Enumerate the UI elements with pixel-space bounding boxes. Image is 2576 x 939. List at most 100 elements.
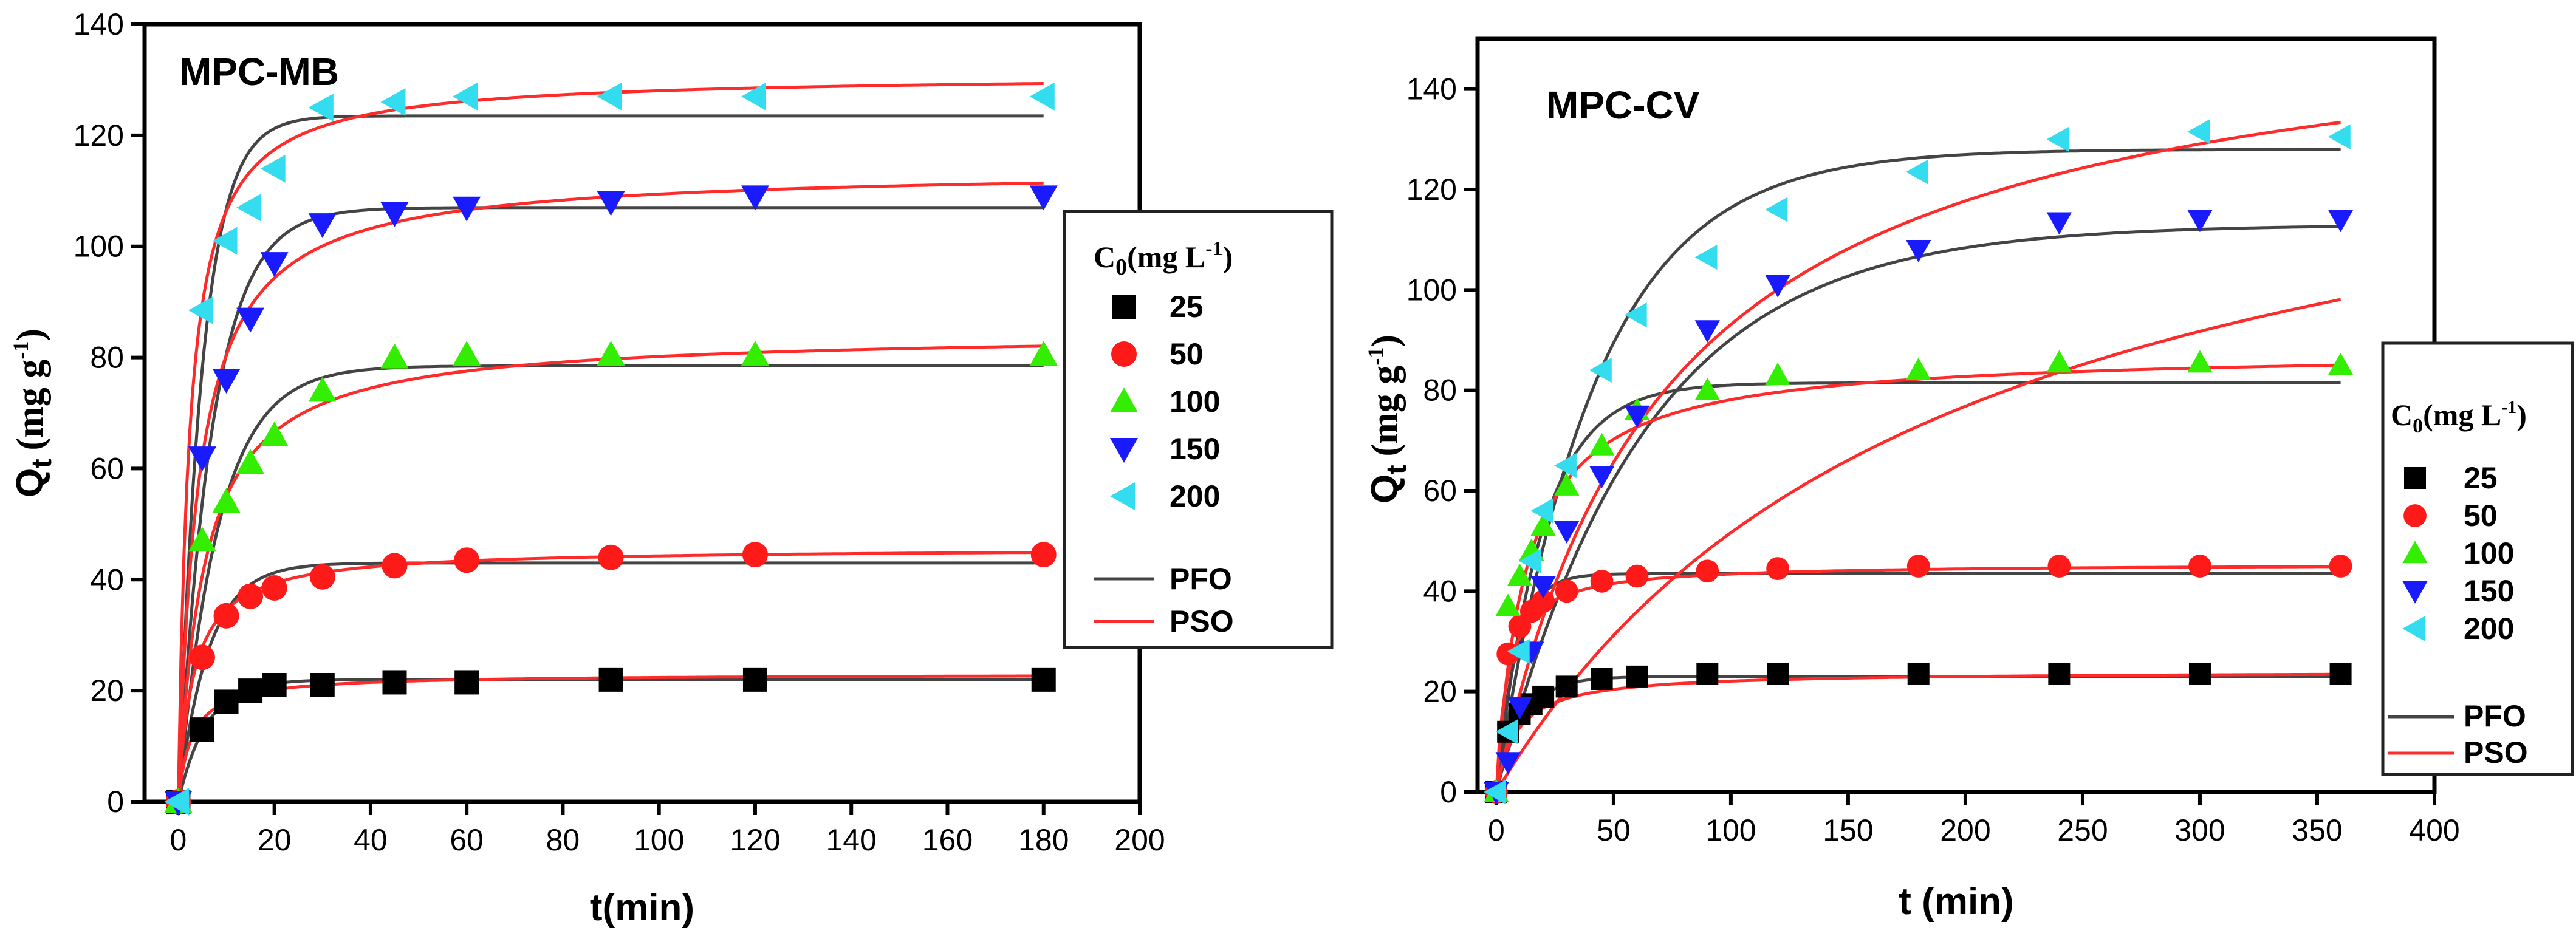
x-tick-label: 180: [1018, 823, 1069, 857]
x-tick-label: 0: [1488, 813, 1505, 847]
legend-title-close: ): [1223, 240, 1233, 274]
legend-label-200: 200: [1170, 479, 1220, 513]
data-point-100: [1553, 473, 1580, 496]
y-axis-title-sub: t: [26, 459, 57, 468]
legend-marker-100: [2402, 541, 2428, 564]
data-point-50: [1030, 542, 1057, 568]
data-point-200: [1906, 159, 1928, 185]
data-point-100: [260, 421, 289, 446]
data-point-50: [2047, 555, 2071, 578]
data-point-150: [1694, 320, 1721, 343]
y-axis-ticks: 0 20 40 60 80 100 120 140: [1406, 72, 1478, 809]
data-point-200: [1495, 719, 1518, 745]
data-point-150: [1495, 752, 1521, 775]
data-point-100: [1495, 593, 1521, 616]
data-point-25: [238, 678, 263, 703]
x-tick-label: 140: [826, 823, 876, 857]
data-point-150: [236, 307, 265, 333]
x-tick-label: 120: [730, 823, 780, 857]
data-point-25: [1696, 663, 1719, 685]
data-point-200: [1624, 302, 1647, 328]
x-axis-ticks: 0 50 100 150 200 250 300 350 400: [1488, 792, 2460, 847]
x-tick-label: 60: [450, 823, 484, 857]
y-tick-label: 120: [1406, 172, 1457, 207]
data-point-50: [238, 583, 264, 609]
data-point-50: [1696, 559, 1719, 583]
legend-label-25: 25: [2464, 461, 2498, 495]
x-tick-label: 150: [1823, 813, 1873, 847]
legend-marker-25: [1112, 295, 1136, 319]
data-point-200: [380, 88, 406, 116]
y-tick-label: 80: [90, 341, 124, 375]
data-point-100: [1765, 363, 1790, 386]
legend-pso-label: PSO: [2464, 736, 2528, 770]
x-tick-label: 20: [258, 823, 292, 857]
data-point-25: [1532, 685, 1555, 708]
data-point-150: [741, 185, 769, 211]
data-point-25: [1555, 675, 1578, 698]
data-point-200: [2046, 126, 2069, 152]
legend-label-150: 150: [1170, 432, 1220, 466]
data-point-50: [1766, 557, 1790, 581]
data-point-200: [188, 296, 213, 324]
y-axis-title-exp: -1: [9, 341, 33, 360]
data-point-150: [1530, 576, 1556, 599]
y-tick-label: 140: [74, 7, 124, 41]
legend-pso-label: PSO: [1170, 604, 1234, 638]
data-point-200: [2328, 124, 2351, 149]
legend-title-base: C: [2391, 398, 2413, 432]
legend-title-unit: (mg L: [1127, 240, 1205, 274]
data-point-25: [214, 689, 239, 714]
data-point-200: [236, 193, 262, 222]
y-axis-title: Qt (mg g-1): [1363, 335, 1412, 504]
data-point-50: [742, 542, 768, 568]
legend-label-200: 200: [2464, 612, 2514, 646]
data-point-150: [1507, 697, 1533, 720]
legend-marker-200: [2402, 616, 2425, 641]
y-axis-title-unit: (mg g: [1365, 366, 1406, 457]
legend-label-25: 25: [1170, 290, 1204, 324]
data-point-100: [1530, 513, 1556, 536]
x-tick-label: 400: [2409, 813, 2459, 847]
panel-mpc-mb: 0 20 40 60 80 100 120 140 160 180 200 0 20 40 60 80 100…: [9, 7, 1334, 929]
y-axis-title: Qt (mg g-1): [9, 329, 57, 497]
x-tick-label: 200: [1114, 823, 1165, 857]
legend-marker-100: [1110, 388, 1138, 412]
x-tick-label: 200: [1940, 813, 1990, 847]
data-point-50: [598, 544, 624, 570]
y-tick-label: 120: [74, 118, 124, 152]
data-point-200: [1694, 244, 1718, 270]
pso-fit-line-150: [1495, 298, 2341, 793]
x-tick-label: 50: [1597, 813, 1631, 847]
x-axis-ticks: 0 20 40 60 80 100 120 140 160 180 200: [170, 802, 1165, 857]
y-tick-label: 0: [107, 785, 124, 819]
data-point-50: [1532, 589, 1555, 613]
legend-marker-25: [2404, 467, 2426, 489]
legend-box: [1063, 210, 1334, 649]
y-axis-title-unit: (mg g: [10, 360, 51, 451]
data-point-50: [2188, 555, 2211, 578]
data-point-200: [453, 82, 478, 111]
y-tick-label: 80: [1423, 374, 1457, 408]
data-point-200: [1519, 548, 1541, 574]
data-point-100: [2328, 352, 2354, 375]
data-point-100: [1906, 357, 1931, 380]
data-point-100: [188, 527, 216, 552]
data-point-50: [1590, 569, 1614, 593]
legend-title: C0(mg L-1): [2391, 397, 2527, 437]
data-point-200: [2187, 119, 2210, 145]
x-tick-label: 350: [2292, 813, 2342, 847]
data-point-50: [189, 644, 215, 671]
legend-title-exp: -1: [2501, 397, 2516, 417]
data-point-25: [2329, 663, 2352, 685]
data-point-150: [260, 252, 289, 278]
data-point-100: [1694, 377, 1721, 400]
data-point-150: [2328, 210, 2354, 233]
y-tick-label: 0: [1440, 775, 1457, 809]
data-point-150: [308, 213, 337, 239]
data-point-50: [309, 564, 335, 590]
